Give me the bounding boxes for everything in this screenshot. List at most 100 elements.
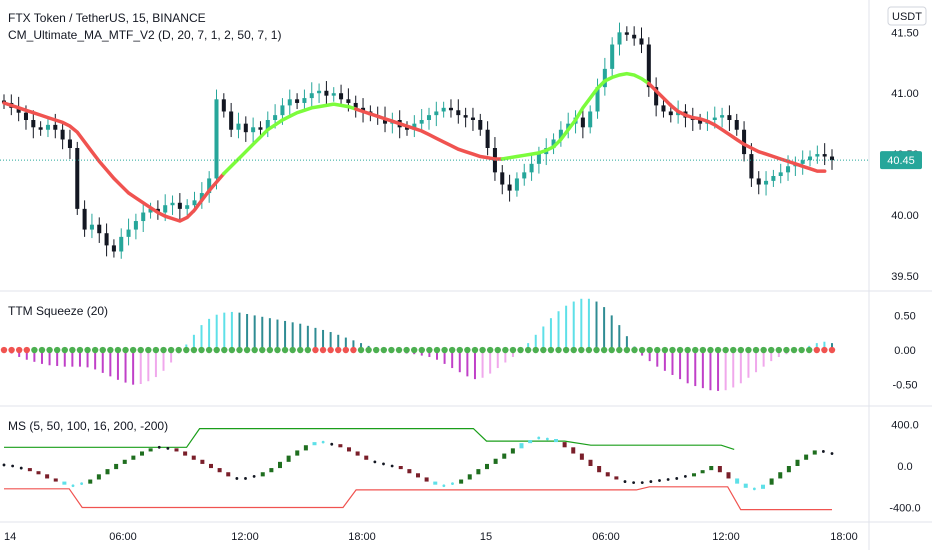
candle [646,44,651,88]
ms-osc-bar [485,463,489,470]
ms-osc-dot [2,463,6,467]
squeeze-dot [373,346,380,354]
squeeze-dot [676,346,684,354]
candle [734,120,739,130]
squeeze-dot [274,346,281,354]
squeeze-dot [524,346,532,354]
squeeze-dot [84,346,91,354]
candle [829,156,835,161]
candle [727,115,732,120]
ms-osc-bar [183,451,188,456]
candle [16,107,21,113]
candle [639,38,644,45]
squeeze-dot [768,346,775,354]
squeeze-dot [38,346,46,354]
ms-osc-dot [252,474,256,478]
candle [808,156,813,161]
squeeze-dot [46,346,53,354]
ms-osc-bar [140,451,144,456]
squeeze-dot [486,346,494,354]
candle [148,208,153,213]
currency-badge[interactable]: USDT [887,6,927,26]
ms-osc-bar [726,472,731,479]
ms-osc-bar [295,450,300,456]
candle [331,93,336,96]
squeeze-dot [555,346,562,354]
squeeze-dot [319,346,327,354]
ms-osc-dot [321,440,325,444]
candle [236,123,241,130]
candle [309,93,314,99]
squeeze-dot [608,346,615,354]
squeeze-dot [99,346,106,354]
squeeze-dot [730,346,737,354]
ms-osc-dot [545,437,549,441]
candle [324,90,329,96]
squeeze-dot [456,346,463,354]
ms-pane [2,428,834,511]
squeeze-dot [243,346,251,354]
main-pane [1,22,835,259]
ms-osc-dot [11,464,15,468]
x-tick: 14 [4,531,16,543]
ms-osc-bar [114,463,119,470]
ms-osc-dot [752,487,756,491]
main-y-tick: 39.50 [891,271,919,283]
ms-osc-bar [476,469,481,475]
squeeze-dot [76,346,84,354]
candle [654,87,659,106]
ms-osc-bar [88,479,93,484]
ms-osc-bar [209,463,213,469]
squeeze-dot [205,346,213,354]
ms-osc-dot [632,481,636,485]
candle [82,208,87,230]
ms-osc-bar [347,447,351,452]
candle [712,117,717,120]
ms-osc-dot [330,442,334,446]
ms-osc-bar [407,469,412,474]
squeeze-dot [441,346,448,354]
ms-osc-dot [157,445,161,449]
ms-osc-bar [692,473,696,477]
candle [163,205,168,213]
ms-lower-band [4,486,832,511]
ms-osc-bar [433,481,438,485]
squeeze-dot [722,346,729,354]
chart-title: FTX Token / TetherUS, 15, BINANCE [8,11,206,25]
ms-osc-bar [398,466,403,470]
squeeze-dot [752,346,760,354]
squeeze-dot [578,346,585,354]
squeeze-dot [806,346,813,354]
squeeze-dot [562,346,570,354]
squeeze-dot [357,346,365,354]
candle [45,124,50,130]
ms-osc-bar [174,448,179,452]
x-tick: 18:00 [830,531,858,543]
ms-osc-dot [683,474,687,478]
candle [514,178,519,191]
squeeze-dot [411,346,418,354]
candle [67,139,72,148]
ms-osc-bar [778,472,783,479]
ms-osc-dot [821,450,825,453]
candle [23,112,28,120]
ms-osc-bar [554,439,558,443]
ms-osc-dot [537,436,541,440]
squeeze-dot [266,346,274,354]
squeeze-dot [471,346,479,354]
candle [53,124,58,130]
ms-osc-bar [286,455,291,462]
ms-osc-dot [71,484,75,488]
ms-osc-bar [260,472,265,477]
x-tick: 06:00 [592,531,620,543]
candle [199,193,204,201]
ms-osc-dot [675,477,679,480]
currency-label: USDT [892,11,922,23]
candle [251,127,256,133]
squeeze-dot [821,346,828,354]
ms-osc-dot [830,452,834,455]
ms-osc-dot [451,482,454,486]
ms-y-axis: 400.0 0.0 -400.0 [889,419,920,514]
candle [229,111,234,130]
